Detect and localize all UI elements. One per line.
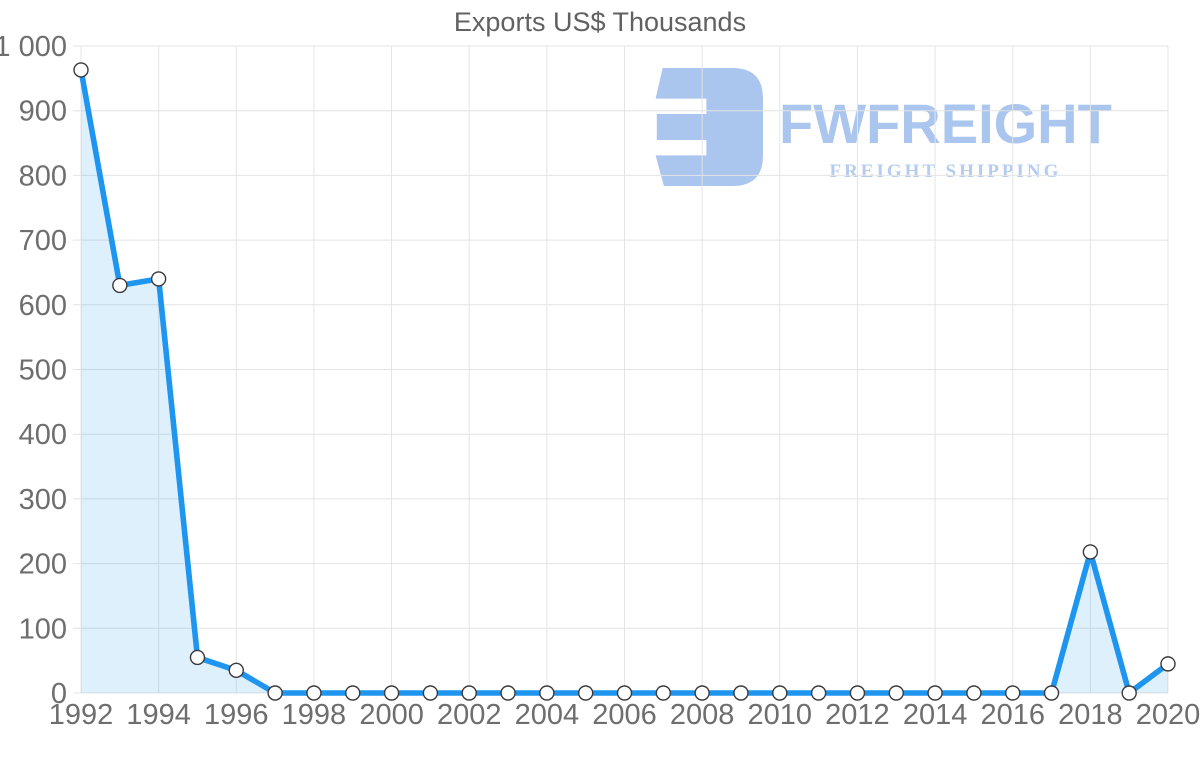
x-axis-label: 2006: [592, 699, 657, 731]
data-point-2011[interactable]: [810, 685, 827, 701]
x-axis-label: 2010: [748, 699, 813, 731]
x-axis-label: 2016: [980, 699, 1045, 731]
x-axis-label: 2020: [1136, 699, 1200, 731]
data-point-2005[interactable]: [577, 685, 594, 701]
data-point-1995[interactable]: [189, 649, 206, 666]
data-point-2012[interactable]: [849, 685, 866, 701]
y-axis-label: 200: [19, 549, 67, 581]
y-axis-label: 0: [51, 678, 67, 710]
chart-title: Exports US$ Thousands: [453, 7, 747, 37]
data-point-2010[interactable]: [772, 685, 788, 701]
y-axis-label: 400: [19, 419, 67, 451]
data-point-1998[interactable]: [306, 685, 322, 701]
y-axis-label: 500: [19, 355, 67, 387]
x-axis-label: 2012: [825, 699, 890, 731]
data-point-2006[interactable]: [616, 685, 633, 701]
x-axis-label: 2018: [1058, 699, 1123, 731]
data-point-2016[interactable]: [1005, 685, 1021, 701]
data-point-1992[interactable]: [73, 62, 89, 78]
data-point-2002[interactable]: [461, 685, 477, 701]
x-axis-label: 2004: [515, 699, 580, 731]
y-axis-label: 800: [19, 160, 67, 192]
data-point-1994[interactable]: [150, 271, 167, 287]
data-point-1997[interactable]: [267, 685, 283, 701]
data-point-1996[interactable]: [228, 662, 244, 679]
y-axis-label: 900: [19, 96, 67, 128]
data-point-1993[interactable]: [112, 277, 128, 294]
x-axis-label: 1994: [126, 699, 191, 731]
x-axis-label: 2000: [359, 699, 424, 731]
data-point-2009[interactable]: [733, 685, 749, 701]
data-point-2017[interactable]: [1043, 685, 1060, 701]
data-point-2003[interactable]: [500, 685, 516, 701]
x-axis-label: 1996: [204, 699, 269, 731]
x-axis-label: 2008: [670, 699, 735, 731]
data-point-2000[interactable]: [383, 685, 400, 701]
data-point-2019[interactable]: [1121, 685, 1137, 701]
data-point-2020[interactable]: [1160, 656, 1176, 672]
y-axis-label: 1 000: [0, 31, 67, 63]
data-point-2018[interactable]: [1082, 544, 1099, 560]
y-axis-label: 300: [19, 484, 67, 516]
data-point-2015[interactable]: [966, 685, 982, 701]
x-axis-label: 1998: [282, 699, 347, 731]
series-area-fill: [81, 69, 1168, 693]
data-point-2004[interactable]: [539, 685, 555, 701]
y-axis-label: 700: [19, 225, 67, 257]
data-point-2014[interactable]: [927, 685, 943, 701]
data-point-2008[interactable]: [694, 685, 710, 701]
data-point-2013[interactable]: [888, 685, 904, 701]
y-axis-label: 100: [19, 613, 67, 645]
y-axis-label: 600: [19, 290, 67, 322]
data-point-2001[interactable]: [422, 685, 439, 701]
x-axis-label: 1992: [49, 699, 114, 731]
data-point-1999[interactable]: [345, 685, 361, 701]
x-axis-label: 2014: [903, 699, 968, 731]
x-axis-label: 2002: [437, 699, 502, 731]
data-point-2007[interactable]: [655, 685, 672, 701]
